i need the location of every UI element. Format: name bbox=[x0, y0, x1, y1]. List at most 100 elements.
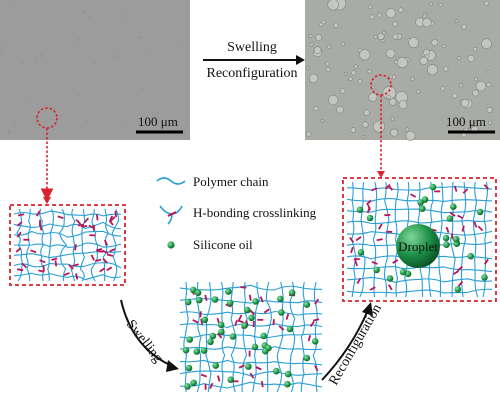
micro-droplet bbox=[392, 21, 398, 27]
oil-particle bbox=[225, 288, 232, 295]
crosslink bbox=[77, 223, 85, 227]
texture-speck bbox=[105, 67, 108, 69]
texture-speck bbox=[39, 53, 43, 57]
top-process-arrow: Swelling Reconfiguration bbox=[203, 40, 305, 81]
micro-droplet bbox=[487, 120, 492, 125]
micro-droplet bbox=[392, 33, 399, 40]
legend-oil-icon bbox=[167, 241, 175, 249]
crosslink bbox=[252, 320, 255, 328]
crosslink bbox=[102, 257, 108, 264]
crosslink bbox=[461, 225, 465, 232]
crosslink bbox=[350, 246, 354, 254]
crosslink bbox=[72, 263, 79, 267]
crosslink bbox=[75, 273, 79, 280]
texture-speck bbox=[123, 9, 127, 12]
polymer-chain bbox=[179, 323, 323, 329]
crosslink bbox=[371, 187, 378, 192]
crosslink bbox=[473, 221, 478, 228]
micro-droplet bbox=[373, 34, 378, 39]
oil-particle bbox=[190, 286, 197, 294]
scale-bar-label-right: 100 μm bbox=[446, 114, 486, 129]
polymer-chain bbox=[179, 381, 323, 389]
crosslink bbox=[30, 249, 37, 254]
micro-droplet bbox=[405, 130, 416, 141]
micro-droplet bbox=[341, 41, 345, 46]
micro-droplet bbox=[410, 76, 415, 82]
polymer-chain bbox=[346, 276, 493, 283]
micro-droplet bbox=[306, 66, 310, 71]
oil-particle bbox=[195, 296, 203, 304]
texture-speck bbox=[92, 59, 96, 64]
polymer-chain bbox=[70, 208, 76, 282]
texture-speck bbox=[13, 121, 17, 125]
polymer-chain bbox=[460, 181, 467, 298]
crosslink bbox=[54, 260, 58, 267]
micro-droplet bbox=[328, 94, 339, 106]
texture-speck bbox=[157, 23, 159, 25]
dashed-box-right bbox=[342, 177, 497, 302]
micro-droplet bbox=[475, 80, 487, 92]
crosslink bbox=[238, 364, 245, 369]
oil-particle bbox=[201, 316, 209, 324]
texture-speck bbox=[7, 129, 12, 134]
micro-droplet bbox=[486, 70, 491, 74]
texture-speck bbox=[44, 103, 46, 105]
micro-droplet bbox=[454, 19, 459, 24]
micrograph-before: 100 μm bbox=[0, 0, 190, 140]
micro-droplet bbox=[405, 127, 410, 132]
crosslink bbox=[68, 264, 74, 270]
texture-speck bbox=[145, 48, 148, 51]
crosslink bbox=[114, 210, 118, 218]
crosslink bbox=[457, 214, 464, 220]
polymer-chain bbox=[300, 281, 305, 393]
micro-droplet bbox=[386, 94, 391, 100]
oil-particle bbox=[260, 332, 268, 340]
oil-particle bbox=[182, 346, 190, 354]
crosslink bbox=[249, 372, 255, 379]
micro-droplet bbox=[456, 56, 461, 61]
oil-particle bbox=[251, 343, 259, 351]
polymer-chain bbox=[394, 181, 399, 298]
crosslink bbox=[204, 294, 208, 302]
oil-particle bbox=[303, 301, 311, 308]
oil-particle bbox=[284, 370, 292, 378]
polymer-chain bbox=[219, 281, 226, 393]
oil-particle bbox=[245, 363, 252, 370]
micro-droplet bbox=[361, 135, 366, 139]
oil-particle bbox=[262, 347, 269, 355]
micro-droplet bbox=[481, 38, 492, 50]
micro-droplet bbox=[357, 79, 363, 84]
oil-particle bbox=[366, 214, 374, 222]
micro-droplet bbox=[452, 93, 458, 99]
micrograph-after: 100 μm bbox=[305, 0, 500, 141]
oil-particle bbox=[399, 268, 407, 276]
oil-particle bbox=[241, 322, 248, 329]
polymer-chain bbox=[13, 221, 122, 230]
oil-particle bbox=[190, 379, 197, 387]
polymer-chain bbox=[383, 181, 390, 298]
crosslink bbox=[217, 332, 223, 339]
micro-droplet bbox=[431, 39, 439, 46]
texture-speck bbox=[84, 60, 87, 63]
polymer-chain bbox=[359, 181, 366, 298]
oil-particle bbox=[193, 348, 200, 355]
micro-droplet bbox=[382, 86, 397, 100]
crosslink bbox=[314, 298, 320, 305]
oil-particle bbox=[452, 235, 460, 243]
crosslink bbox=[51, 257, 58, 261]
oil-particle bbox=[284, 380, 291, 388]
legend-crosslink-icon bbox=[159, 205, 183, 225]
micro-droplet bbox=[315, 34, 323, 41]
texture-speck bbox=[14, 1, 17, 5]
swelling-arrow-head bbox=[166, 360, 179, 372]
legend-chain-icon bbox=[156, 177, 186, 185]
crosslink bbox=[483, 184, 490, 190]
texture-speck bbox=[92, 77, 94, 80]
micrograph-droplets bbox=[306, 0, 493, 141]
micro-droplet bbox=[390, 116, 395, 121]
texture-speck bbox=[87, 15, 91, 20]
crosslink bbox=[16, 231, 22, 238]
crosslink bbox=[17, 213, 25, 217]
zoom-arrowhead-right bbox=[377, 171, 385, 178]
oil-particle bbox=[311, 338, 319, 345]
